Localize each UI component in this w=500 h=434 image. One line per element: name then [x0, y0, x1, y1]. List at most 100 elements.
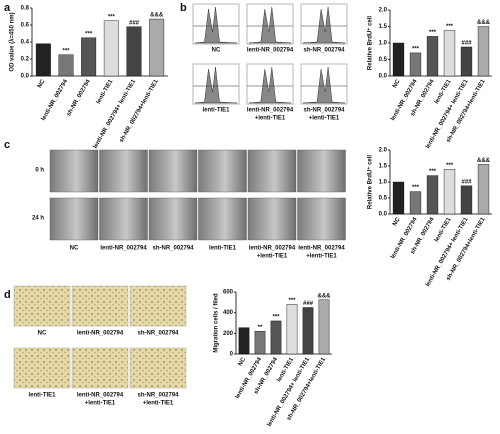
bar: [409, 52, 422, 77]
image-caption: lenti-NR_002794: [77, 331, 124, 337]
scratch-image: [49, 197, 99, 241]
migration-image: [13, 285, 71, 327]
y-axis-label: OD value (λ=450 nm): [10, 12, 16, 71]
y-tick-label: 1.5: [379, 164, 388, 170]
image-caption: sh-NR_002794: [152, 246, 194, 252]
y-tick-label: 1.0: [379, 41, 388, 47]
significance-label: ***: [446, 24, 454, 30]
bar: [477, 26, 490, 77]
histogram-peak: [302, 6, 346, 44]
scratch-image: [99, 149, 148, 193]
bar: [392, 42, 405, 77]
y-tick-label: 2.0: [379, 148, 388, 154]
bar: [460, 46, 473, 77]
image-caption: NC: [212, 48, 221, 54]
scratch-image: [247, 149, 297, 193]
image-caption: sh-NR_002794: [303, 108, 345, 114]
image-caption: NC: [70, 246, 79, 252]
bar: [81, 37, 97, 77]
y-tick-label: 0.0: [21, 74, 30, 80]
x-tick-label: NC: [392, 216, 402, 227]
significance-label: &&&: [477, 20, 491, 26]
significance-label: ###: [461, 41, 472, 47]
y-tick-label: 400: [223, 310, 234, 316]
y-tick-label: 0.8: [21, 6, 30, 12]
bar: [270, 320, 282, 355]
row-label: 0 h: [35, 168, 44, 174]
image-caption: lenti-NR_002794: [247, 48, 294, 54]
image-caption: lenti-NR_002794: [247, 108, 294, 114]
bar: [58, 54, 74, 77]
image-caption: lenti-NR_002794: [77, 393, 124, 399]
bar: [103, 20, 119, 77]
bar: [426, 175, 439, 215]
image-caption: lenti-TIE1: [202, 108, 230, 114]
bar: [392, 181, 405, 215]
histogram-peak: [302, 66, 346, 104]
y-axis-label: Migration cells / filed: [214, 293, 220, 353]
significance-label: ###: [129, 20, 140, 26]
y-tick-label: 2.0: [379, 8, 388, 14]
migration-image: [13, 347, 71, 389]
image-caption: sh-NR_002794: [137, 393, 179, 399]
image-caption: lenti-NR_002794: [298, 246, 345, 252]
bar: [409, 191, 422, 215]
significance-label: ***: [446, 163, 454, 169]
scratch-image: [49, 149, 99, 193]
panel-label: b: [180, 2, 187, 14]
x-tick-label: NC: [37, 78, 47, 89]
significance-label: ###: [303, 301, 314, 307]
bar: [35, 43, 51, 77]
bar: [254, 331, 266, 355]
y-tick-label: 1.0: [379, 180, 388, 186]
x-tick-label: NC: [238, 356, 248, 367]
scratch-image: [297, 197, 346, 241]
migration-image: [129, 347, 187, 389]
scratch-image: [198, 197, 247, 241]
scratch-image: [99, 197, 148, 241]
y-tick-label: 0: [230, 352, 234, 358]
image-caption: lenti-TIE1: [28, 393, 56, 399]
bar: [460, 185, 473, 215]
significance-label: ***: [108, 14, 116, 20]
migration-image: [129, 285, 187, 327]
y-tick-label: 0.2: [21, 57, 30, 63]
histogram-frame: [300, 63, 348, 105]
image-caption: lenti-TIE1: [209, 246, 237, 252]
significance-label: **: [258, 325, 263, 331]
histogram-peak: [248, 6, 292, 44]
bar: [302, 307, 314, 355]
bar: [318, 299, 330, 355]
significance-label: ***: [412, 185, 420, 191]
image-caption: +lenti-TIE1: [85, 401, 116, 407]
bar: [426, 36, 439, 77]
bar: [126, 26, 142, 77]
significance-label: ***: [429, 30, 437, 36]
image-caption: +lenti-TIE1: [309, 116, 340, 122]
migration-image: [71, 347, 129, 389]
y-tick-label: 600: [223, 290, 234, 296]
bar: [443, 30, 456, 77]
scratch-image: [297, 149, 346, 193]
panel-label: c: [4, 139, 10, 151]
significance-label: ***: [272, 315, 280, 321]
panel-label: a: [4, 2, 11, 14]
image-caption: +lenti-TIE1: [257, 254, 288, 260]
image-caption: +lenti-TIE1: [306, 254, 337, 260]
image-caption: +lenti-TIE1: [143, 401, 174, 407]
image-caption: +lenti-TIE1: [255, 116, 286, 122]
bar: [149, 18, 165, 77]
y-tick-label: 0.0: [379, 212, 388, 218]
bar: [286, 304, 298, 355]
image-caption: sh-NR_002794: [137, 331, 179, 337]
histogram-peak: [194, 6, 238, 44]
image-caption: NC: [38, 331, 47, 337]
scratch-image: [148, 149, 198, 193]
significance-label: ###: [461, 179, 472, 185]
image-caption: lenti-NR_002794: [249, 246, 296, 252]
y-tick-label: 200: [223, 331, 234, 337]
row-label: 24 h: [32, 216, 44, 222]
bar: [238, 327, 250, 355]
y-tick-label: 0.4: [21, 40, 30, 46]
